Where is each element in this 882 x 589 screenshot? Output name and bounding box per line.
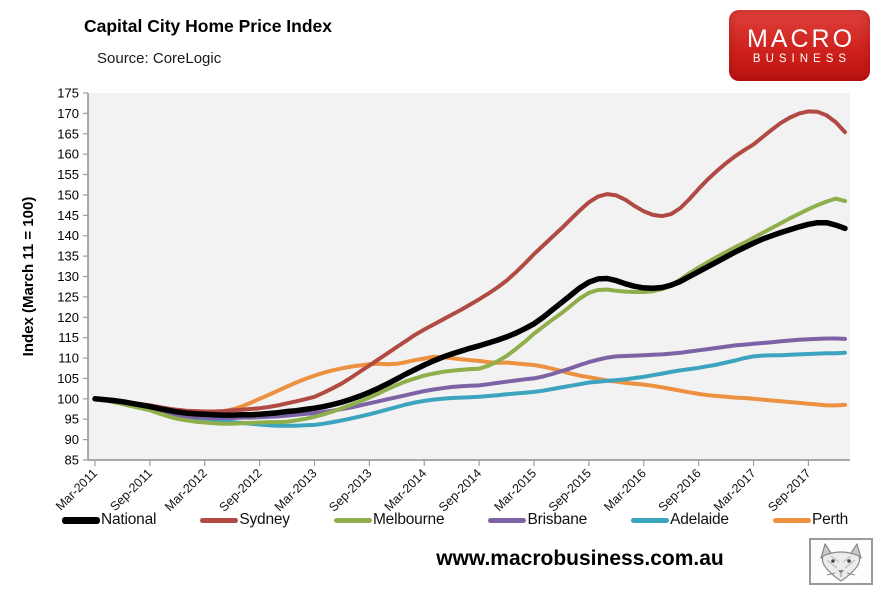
fox-logo-image: [809, 538, 873, 585]
y-axis-title: Index (March 11 = 100): [20, 197, 37, 357]
y-axis-ticks: 85 90 95 100 105 110 115 120 125 130 135 140 145 150 1…: [57, 86, 88, 468]
page-title: Capital City Home Price Index: [84, 16, 332, 36]
svg-text:85: 85: [65, 453, 79, 468]
svg-text:145: 145: [57, 208, 79, 223]
legend-item-perth: Perth: [772, 511, 848, 529]
series-line-adelaide: [93, 350, 847, 428]
legend-swatch-national: [62, 516, 100, 524]
legend-label-sydney: Sydney: [239, 511, 290, 528]
logo-text-business: BUSINESS: [752, 52, 852, 65]
legend-swatch-brisbane: [488, 517, 527, 523]
series-line-national: [92, 219, 848, 418]
legend-label-national: National: [101, 511, 157, 528]
legend-label-adelaide: Adelaide: [670, 511, 729, 528]
svg-text:170: 170: [57, 106, 79, 121]
svg-text:90: 90: [65, 432, 79, 447]
svg-text:155: 155: [57, 167, 79, 182]
chart-source: Source: CoreLogic: [97, 50, 222, 67]
axes: [87, 93, 850, 461]
website-url: www.macrobusiness.com.au: [436, 547, 724, 570]
legend-swatch-perth: [772, 517, 811, 523]
svg-text:115: 115: [58, 330, 79, 345]
series-line-melbourne: [93, 196, 847, 426]
svg-text:135: 135: [57, 249, 79, 264]
legend-item-brisbane: Brisbane: [488, 511, 587, 529]
logo-text-macro: MACRO: [746, 25, 856, 54]
legend-label-brisbane: Brisbane: [527, 511, 588, 528]
legend-item-adelaide: Adelaide: [631, 511, 729, 529]
macrobusiness-logo: MACRO BUSINESS: [729, 10, 870, 81]
legend-swatch-sydney: [200, 517, 239, 523]
svg-text:140: 140: [57, 228, 79, 243]
legend-label-melbourne: Melbourne: [372, 511, 445, 528]
plot-area: [88, 93, 850, 460]
svg-text:175: 175: [57, 86, 79, 101]
svg-text:120: 120: [57, 310, 79, 325]
legend-swatch-adelaide: [631, 517, 670, 523]
svg-text:125: 125: [57, 289, 79, 304]
fox-sketch-icon: [820, 542, 862, 582]
legend-label-perth: Perth: [811, 511, 848, 528]
svg-text:150: 150: [57, 187, 79, 202]
legend-item-sydney: Sydney: [200, 511, 290, 529]
svg-text:110: 110: [58, 351, 79, 366]
legend-item-national: National: [62, 511, 156, 529]
chart-legend: National Sydney Melbourne Brisbane Adelaide P…: [62, 507, 848, 533]
series-line-sydney: [93, 109, 847, 414]
svg-text:130: 130: [57, 269, 79, 284]
svg-text:105: 105: [57, 371, 79, 386]
legend-item-melbourne: Melbourne: [333, 511, 445, 529]
series-line-perth: [93, 354, 847, 416]
svg-text:100: 100: [57, 391, 79, 406]
svg-text:95: 95: [65, 412, 79, 427]
series-line-brisbane: [93, 336, 847, 420]
svg-text:160: 160: [57, 147, 79, 162]
legend-swatch-melbourne: [333, 517, 372, 523]
svg-text:165: 165: [57, 126, 79, 141]
